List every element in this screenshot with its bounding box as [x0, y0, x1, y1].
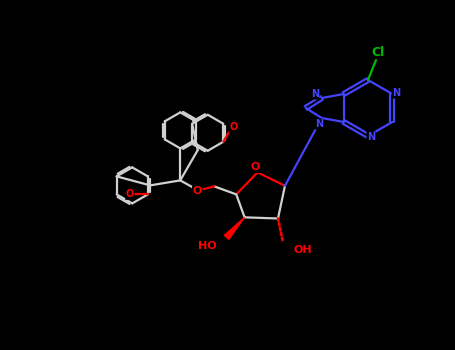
Text: OH: OH [293, 245, 312, 256]
Text: HO: HO [198, 241, 217, 251]
Polygon shape [224, 217, 245, 239]
Text: N: N [315, 119, 323, 129]
Text: N: N [311, 89, 319, 99]
Text: O: O [251, 162, 260, 173]
Text: Cl: Cl [371, 46, 384, 58]
Text: O: O [126, 189, 134, 200]
Text: N: N [392, 88, 400, 98]
Text: O: O [192, 187, 202, 196]
Text: O: O [229, 122, 238, 132]
Text: N: N [367, 132, 375, 142]
